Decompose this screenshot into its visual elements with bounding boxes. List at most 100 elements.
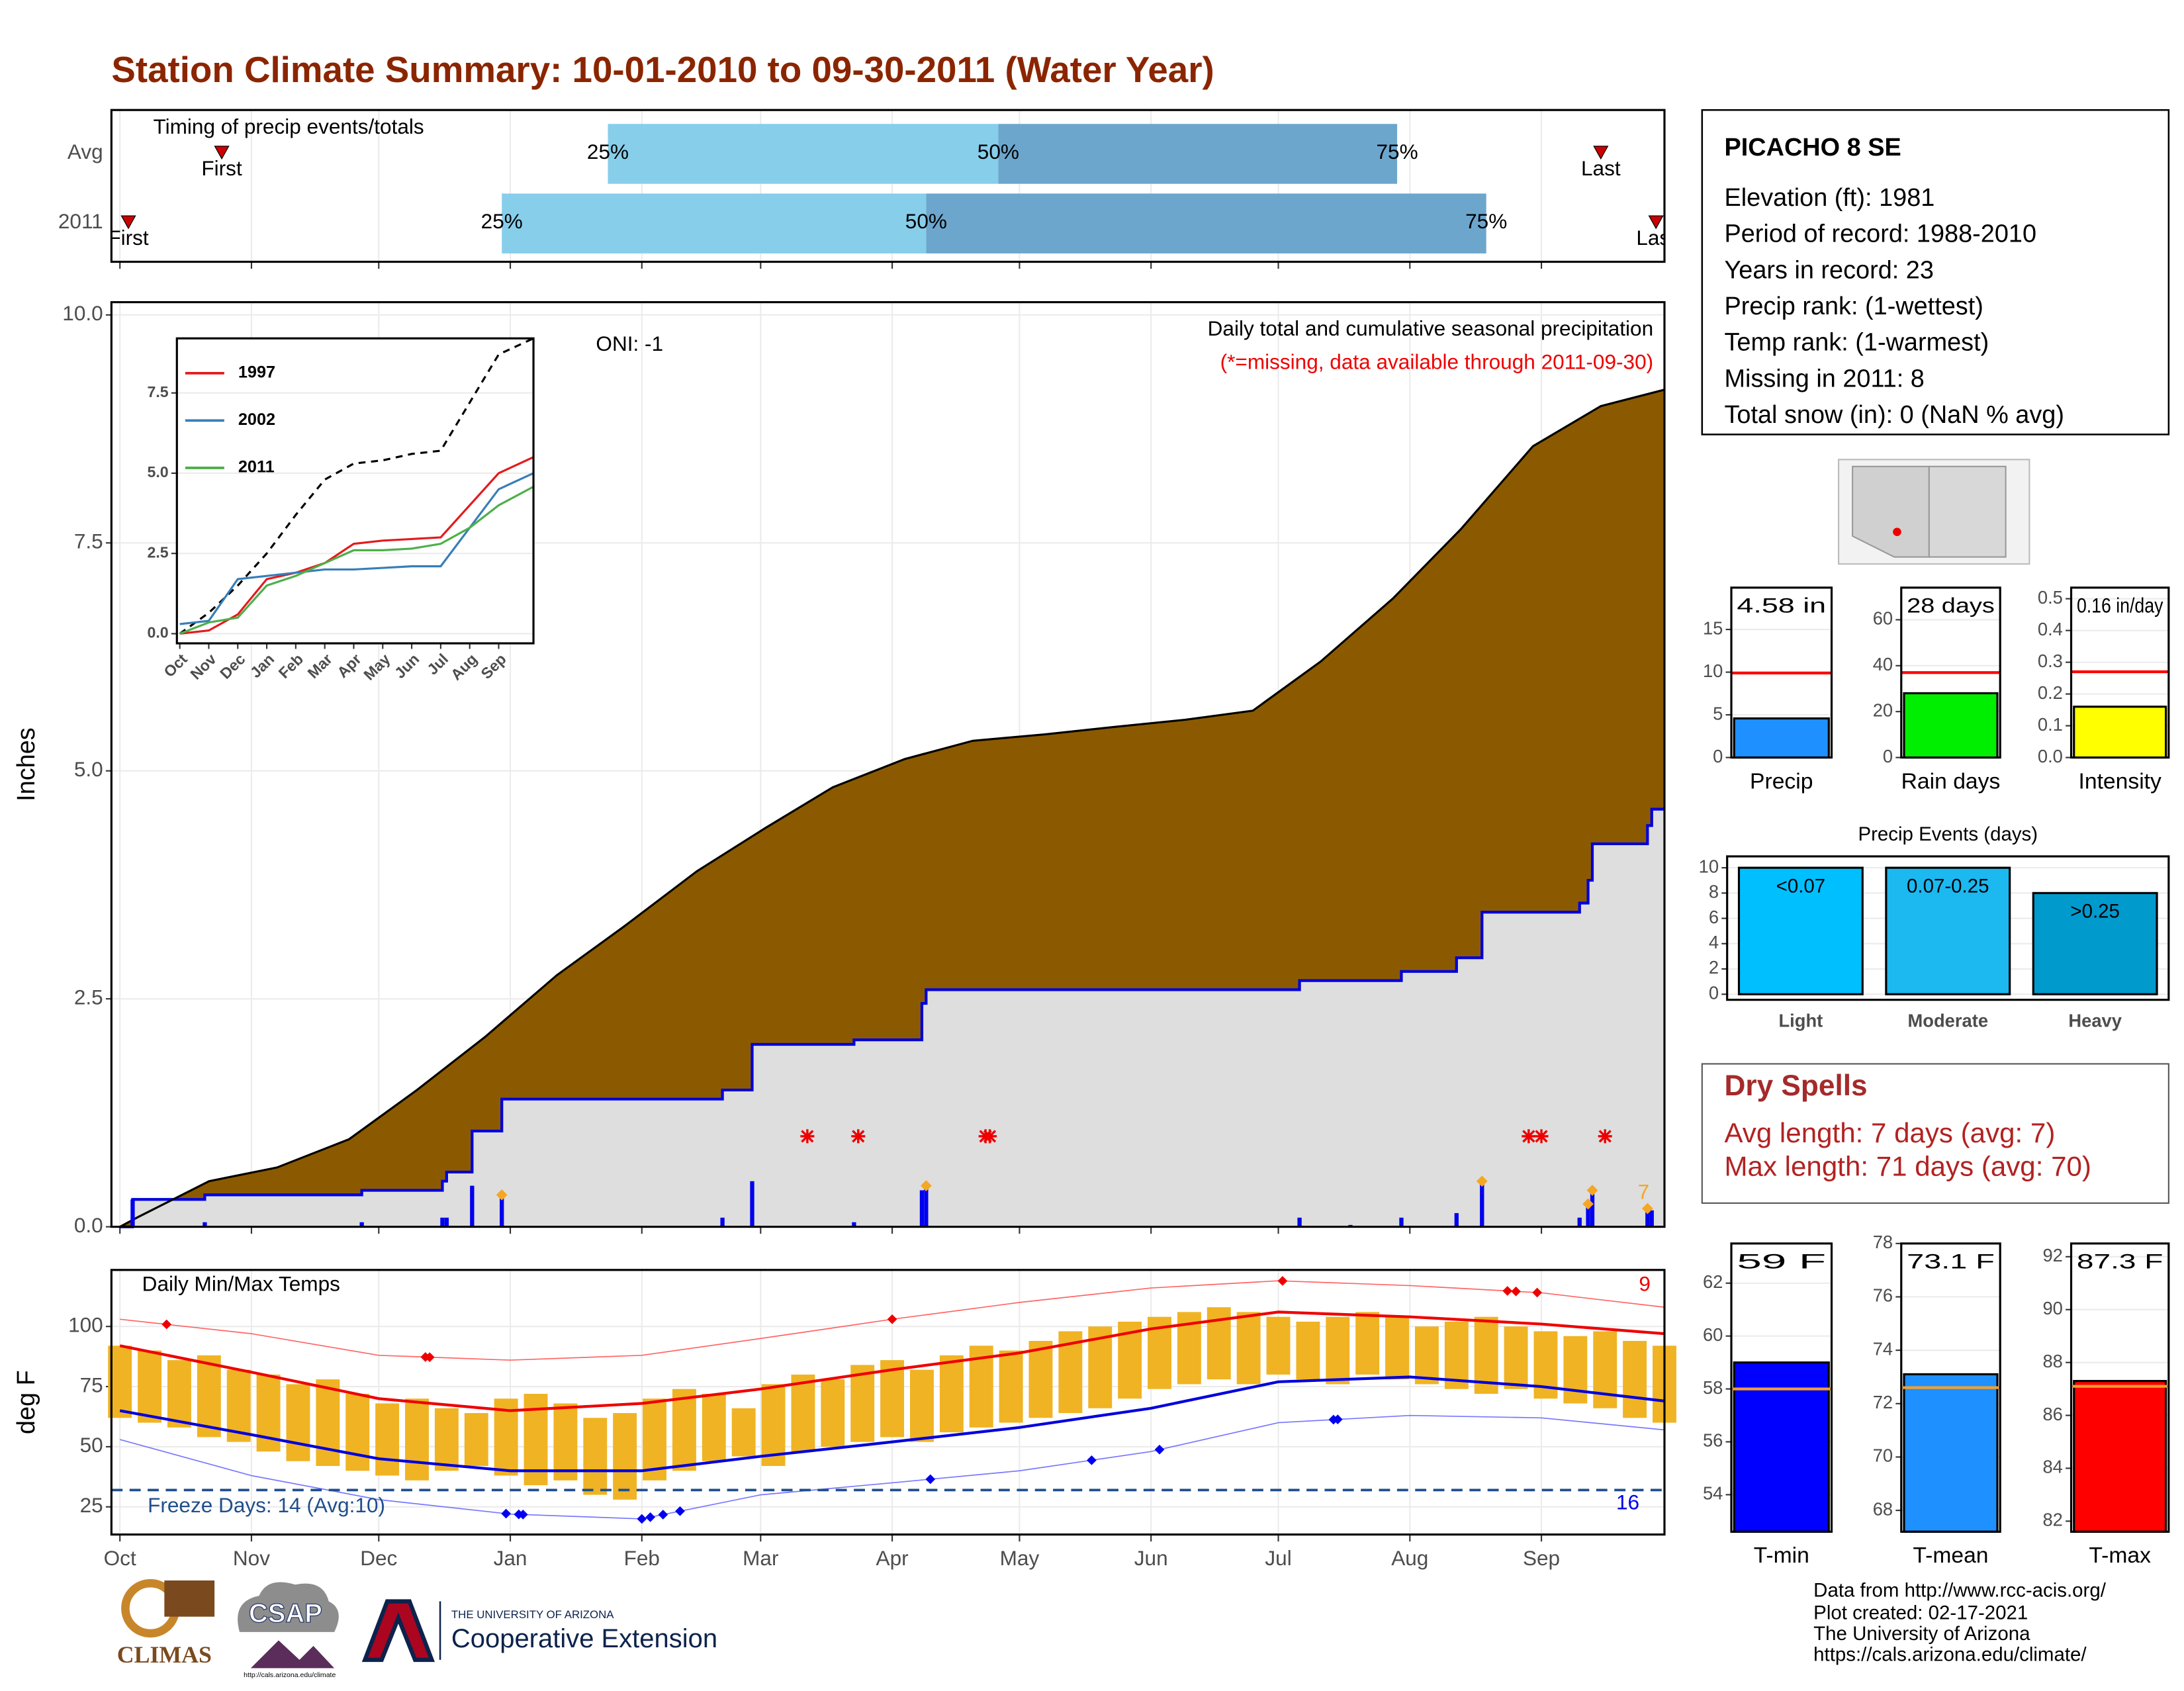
y-tick-label: 6 [1709, 907, 1719, 927]
station-line: Total snow (in): 0 (NaN % avg) [1724, 401, 2064, 429]
y-tick-label: 72 [1873, 1392, 1893, 1412]
station-line: Precip rank: (1-wettest) [1724, 293, 1983, 320]
locator-map [1838, 459, 2030, 565]
value-label: 87.3 F [2077, 1250, 2163, 1273]
daily-range-bar [1028, 1341, 1053, 1418]
freeze-label: Freeze Days: 14 (Avg:10) [148, 1493, 385, 1517]
daily-range-bar [286, 1384, 310, 1461]
station-line: Years in record: 23 [1724, 256, 1933, 284]
climas-logo: CLIMAS [117, 1641, 212, 1668]
y-tick-label: 0 [1883, 746, 1893, 766]
category-label: T-min [1754, 1543, 1809, 1568]
daily-bar [1454, 1212, 1459, 1227]
daily-range-bar [1266, 1316, 1291, 1375]
plot-frame [110, 300, 1666, 1228]
y-tick-label: 25 [80, 1493, 103, 1517]
y-tick-label: 0 [1713, 746, 1723, 766]
station-line: Temp rank: (1-warmest) [1724, 329, 1989, 357]
record-high-marker [1511, 1286, 1521, 1297]
x-tick-label: Oct [104, 1546, 136, 1570]
record-high-count: 9 [1639, 1271, 1651, 1295]
y-tick-label: 88 [2042, 1351, 2062, 1371]
category-label: T-mean [1913, 1543, 1988, 1568]
record-high-marker [1532, 1287, 1543, 1298]
y-tick-label: 10.0 [62, 301, 103, 325]
daily-range-bar [672, 1389, 696, 1471]
y-tick-label: 5.0 [147, 463, 168, 480]
chart-title: Daily Min/Max Temps [142, 1271, 340, 1295]
daily-range-bar [1236, 1312, 1261, 1385]
daily-range-bar [613, 1413, 637, 1500]
record-low-marker [518, 1510, 528, 1520]
x-tick-label: Nov [233, 1546, 270, 1570]
daily-range-bar [1504, 1326, 1528, 1389]
y-tick-label: 54 [1703, 1483, 1723, 1504]
dry-line: Avg length: 7 days (avg: 7) [1724, 1117, 2055, 1148]
daily-bar [720, 1217, 725, 1227]
station-box: PICACHO 8 SE Elevation (ft): 1981 Period… [1701, 109, 2170, 435]
y-tick-label: 82 [2042, 1510, 2062, 1530]
missing-marker [983, 1129, 997, 1144]
timing-marker-label: Last [1636, 226, 1676, 250]
timing-label: Timing of precip events/totals [154, 114, 424, 138]
chart-note: (*=missing, data available through 2011-… [1220, 349, 1654, 373]
daily-range-bar [316, 1379, 340, 1466]
event-marker [1586, 1185, 1598, 1196]
cumulative-line [120, 807, 1664, 1228]
daily-range-bar [761, 1384, 786, 1466]
timing-marker [1648, 215, 1664, 230]
daily-bar [1577, 1217, 1582, 1227]
y-tick-label: 7.5 [74, 529, 103, 553]
y-tick-label: 50 [80, 1433, 103, 1457]
category-label: Moderate [1907, 1011, 1988, 1031]
quantile-label: 75% [1465, 209, 1507, 233]
ua-big: Cooperative Extension [451, 1624, 717, 1653]
daily-bar [1399, 1217, 1404, 1227]
daily-bar [919, 1190, 925, 1227]
category-label: Light [1778, 1011, 1823, 1031]
missing-marker [1598, 1129, 1612, 1144]
station-line: Period of record: 1988-2010 [1724, 220, 2036, 248]
bar [1903, 1373, 1999, 1533]
plot-frame [1900, 586, 2001, 759]
y-tick-label: 2.5 [74, 985, 103, 1009]
daily-range-bar [1563, 1336, 1588, 1404]
quantile-label: 50% [978, 140, 1019, 163]
daily-range-bar [375, 1403, 400, 1476]
y-tick-label: 0.5 [2038, 587, 2063, 608]
value-label: 73.1 F [1907, 1250, 1995, 1273]
logos: CLIMAS CSAP http://cals.arizona.edu/clim… [117, 1578, 717, 1679]
y-tick-label: 10 [1699, 856, 1719, 876]
event-marker [920, 1180, 932, 1192]
category-label: Rain days [1901, 769, 2001, 794]
dry-spells-box: Dry Spells Avg length: 7 days (avg: 7) M… [1701, 1063, 2169, 1204]
climas-mark [164, 1580, 215, 1617]
avg-max-line [119, 1310, 1665, 1412]
y-tick-label: 0.3 [2038, 651, 2063, 671]
daily-range-bar [1414, 1326, 1439, 1385]
legend-label: 2002 [238, 410, 275, 429]
row-label: 2011 [58, 209, 103, 233]
footer: Data from http://www.rcc-acis.org/ Plot … [1813, 1580, 2107, 1666]
x-tick-label: Apr [876, 1546, 909, 1570]
chart-subtitle: Daily total and cumulative seasonal prec… [1208, 316, 1653, 340]
y-tick-label: 8 [1709, 882, 1719, 902]
average-line [179, 337, 534, 635]
daily-range-bar [464, 1413, 488, 1466]
y-tick-label: 0.0 [147, 624, 168, 641]
plot-frame [1900, 1242, 2001, 1533]
category-label: T-max [2089, 1543, 2151, 1568]
plot-background [177, 338, 534, 644]
daily-bar [1649, 1210, 1654, 1227]
x-tick-label: Aug [1391, 1546, 1428, 1570]
station-name: PICACHO 8 SE [1724, 134, 1901, 161]
chart-title: Precip Events (days) [1858, 823, 2038, 845]
y-tick-label: 74 [1873, 1338, 1893, 1359]
timing-marker [120, 215, 136, 230]
daily-range-bar [910, 1369, 934, 1442]
y-tick-label: 10 [1703, 661, 1723, 681]
y-tick-label: 75 [80, 1373, 103, 1396]
daily-bar [203, 1222, 207, 1227]
station-line: Missing in 2011: 8 [1724, 365, 1924, 392]
daily-bar [1586, 1204, 1590, 1227]
